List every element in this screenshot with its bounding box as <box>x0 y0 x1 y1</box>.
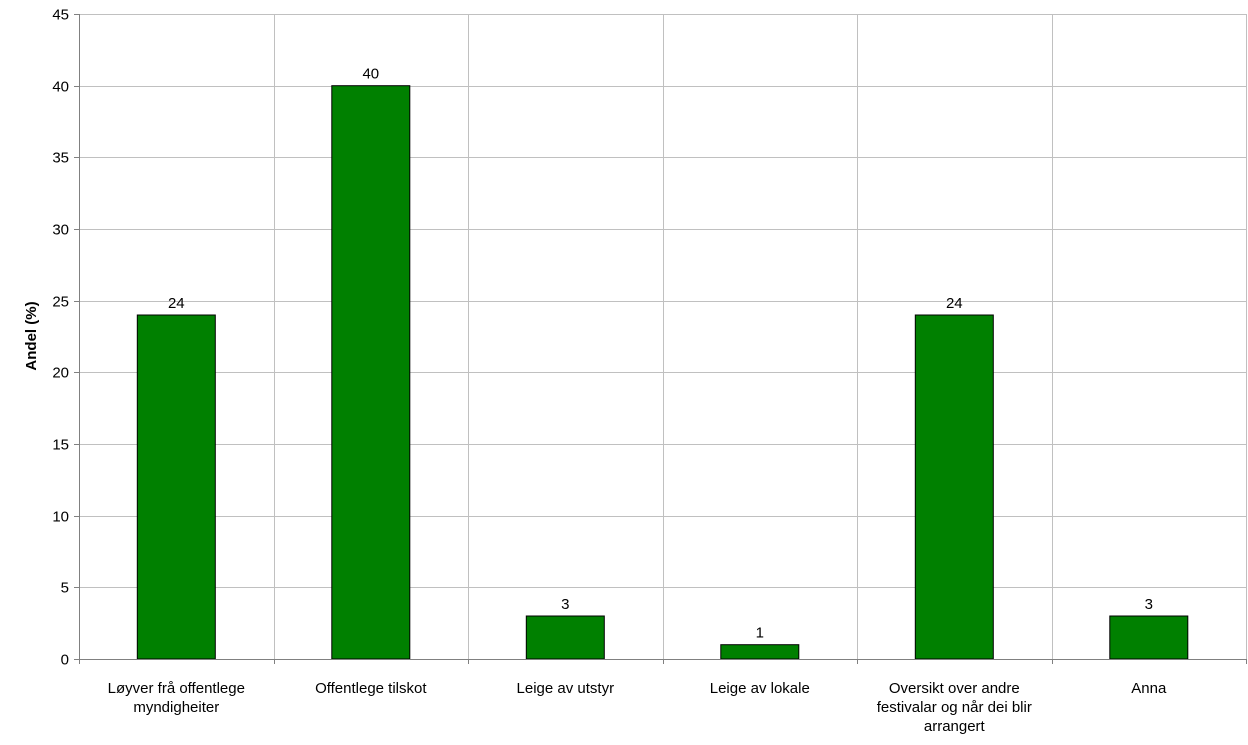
x-tick-label-line: Anna <box>1131 680 1167 697</box>
bar <box>525 615 605 660</box>
x-tick-label: Anna <box>1131 680 1167 697</box>
x-tick-label-line: Offentlege tilskot <box>315 680 427 697</box>
y-tick-label: 20 <box>52 365 69 382</box>
y-axis-title: Andel (%) <box>23 301 40 370</box>
y-tick-label: 15 <box>52 437 69 454</box>
data-label: 40 <box>362 66 379 83</box>
x-tick-label-line: arrangert <box>924 718 986 735</box>
y-tick-label: 10 <box>52 509 69 526</box>
bar <box>331 85 411 660</box>
y-tick-label: 30 <box>52 222 69 239</box>
bar <box>1109 615 1189 660</box>
x-tick-label: Oversikt over andre festivalar og når dei… <box>877 680 1032 735</box>
x-tick-label: Løyver frå offentlege myndigheiter <box>108 680 245 716</box>
y-tick-label: 5 <box>61 580 69 597</box>
x-tick-label-line: myndigheiter <box>133 699 219 716</box>
data-label: 1 <box>756 625 764 642</box>
bar <box>136 314 216 660</box>
bar <box>914 314 994 660</box>
y-tick-label: 40 <box>52 79 69 96</box>
data-label: 3 <box>1145 596 1153 613</box>
x-tick-label-line: Løyver frå offentlege <box>108 680 245 697</box>
data-label: 3 <box>561 596 569 613</box>
x-tick-label: Leige av utstyr <box>517 680 615 697</box>
axes <box>74 14 1247 664</box>
y-tick-label: 35 <box>52 150 69 167</box>
data-label: 24 <box>946 295 963 312</box>
y-tick-label: 45 <box>52 7 69 24</box>
x-tick-label: Leige av lokale <box>710 680 810 697</box>
bars <box>136 85 1189 660</box>
bar <box>720 644 800 660</box>
y-tick-label: 25 <box>52 294 69 311</box>
x-tick-label-line: Leige av lokale <box>710 680 810 697</box>
x-tick-label-line: Oversikt over andre <box>889 680 1020 697</box>
grid <box>79 14 1247 659</box>
x-tick-label: Offentlege tilskot <box>315 680 427 697</box>
data-label: 24 <box>168 295 185 312</box>
x-tick-label-line: festivalar og når dei blir <box>877 699 1032 716</box>
y-tick-label: 0 <box>61 652 69 669</box>
x-tick-label-line: Leige av utstyr <box>517 680 615 697</box>
